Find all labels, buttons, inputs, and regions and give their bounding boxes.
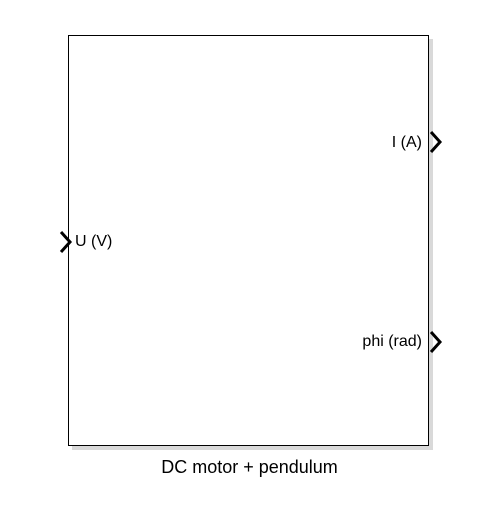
input-port-chevron-icon[interactable] — [59, 230, 73, 254]
input-port-label-u: U (V) — [75, 233, 113, 250]
block-name-label[interactable]: DC motor + pendulum — [161, 457, 338, 477]
output-port-2-chevron-icon[interactable] — [429, 330, 443, 354]
subsystem-block[interactable] — [68, 35, 429, 446]
output-port-1-chevron-icon[interactable] — [429, 130, 443, 154]
output-port-label-i: I (A) — [391, 134, 422, 151]
output-port-label-phi: phi (rad) — [362, 333, 422, 350]
